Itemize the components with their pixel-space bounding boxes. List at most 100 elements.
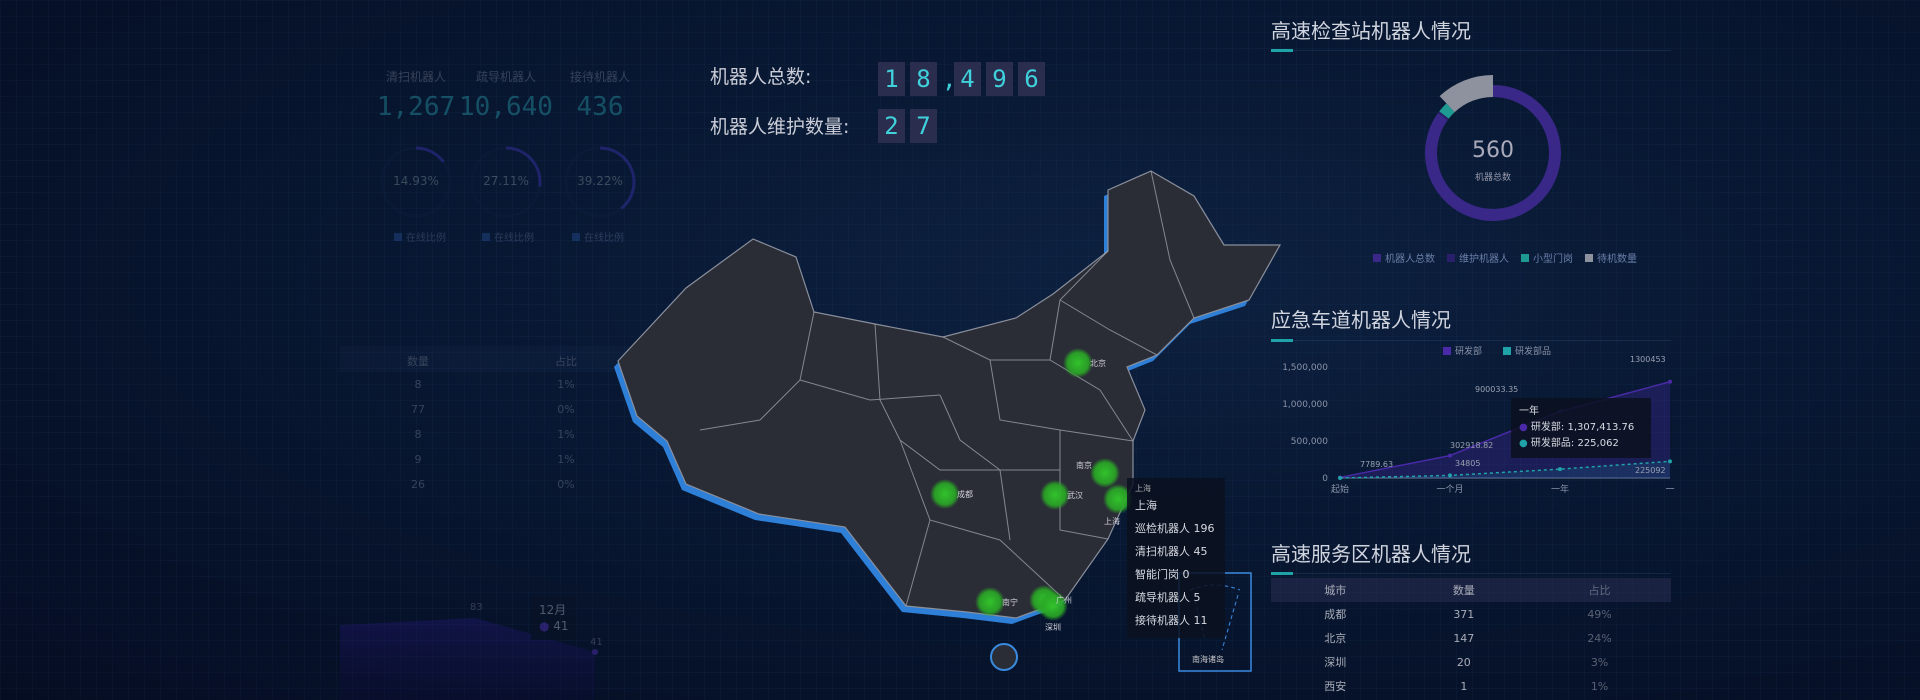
legend-item: 在线比例 <box>394 229 446 244</box>
tooltip-title: 12月 <box>539 603 567 617</box>
divider <box>1271 50 1671 51</box>
legend-item: 在线比例 <box>482 229 534 244</box>
point-label: 41 <box>590 637 603 648</box>
legend-item: 在线比例 <box>572 229 624 244</box>
line-series <box>1339 460 1671 479</box>
legend-label: 在线比例 <box>584 233 624 244</box>
y-tick-label: 1,500,000 <box>1282 363 1328 373</box>
tooltip-header: 上海 <box>1135 484 1151 493</box>
tooltip-text: 研发部品: 225,062 <box>1530 438 1619 449</box>
donut-center-label: 机器总数 <box>1474 173 1511 183</box>
divider <box>1271 573 1671 574</box>
y-tick-label: 0 <box>1322 474 1328 484</box>
table-cell: 1% <box>557 453 575 466</box>
point-label: 1300453 <box>1630 355 1666 364</box>
stat-label: 接待机器人 <box>569 70 630 84</box>
legend-label: 机器人总数 <box>1385 254 1435 265</box>
section-title-service: 高速服务区机器人情况 <box>1271 542 1471 566</box>
gauge-track <box>380 146 452 218</box>
table-row[interactable]: 北京 147 24% <box>1271 626 1671 650</box>
table-cell: 8 <box>414 378 422 391</box>
counter-digit: 6 <box>1018 62 1045 96</box>
table-header: 城市 数量 占比 <box>1271 578 1671 602</box>
city-marker[interactable] <box>1103 484 1133 514</box>
tooltip-title: 一年 <box>1519 406 1539 417</box>
area-series <box>1340 461 1670 478</box>
x-tick-label: 一年 <box>1551 483 1569 495</box>
legend-swatch <box>1585 254 1593 262</box>
section-title-checkpoint: 高速检查站机器人情况 <box>1271 19 1471 43</box>
tooltip-value: 41 <box>553 619 569 633</box>
map-tooltip: 上海 上海 巡检机器人 196 清扫机器人 45 智能门岗 0 疏导机器人 5 … <box>1127 478 1225 638</box>
city-marker[interactable] <box>930 479 960 509</box>
legend-swatch <box>1447 254 1455 262</box>
city-label: 武汉 <box>1067 490 1083 500</box>
data-point <box>592 649 598 655</box>
tooltip-line: ● 研发部品: 225,062 <box>1519 438 1619 449</box>
table-cell: 0% <box>557 478 575 491</box>
legend-swatch <box>1443 347 1451 355</box>
city-marker[interactable] <box>1038 591 1068 621</box>
tooltip-line: 接待机器人 11 <box>1135 614 1208 627</box>
stat-value: 436 <box>576 92 624 122</box>
city-marker[interactable] <box>1040 480 1070 510</box>
table-cell: 北京 <box>1324 632 1347 645</box>
city-label: 北京 <box>1090 358 1106 368</box>
city-label: 成都 <box>957 489 973 499</box>
stat-label: 疏导机器人 <box>475 70 536 84</box>
counter-digit: 9 <box>986 62 1013 96</box>
legend-item: 小型门岗 <box>1521 250 1573 265</box>
table-cell: 3% <box>1590 655 1609 669</box>
y-tick-label: 1,000,000 <box>1282 400 1328 410</box>
title-accent <box>1271 49 1293 52</box>
counter-digit: 8 <box>910 62 937 96</box>
table-cell: 20 <box>1456 655 1471 669</box>
table-cell: 8 <box>414 428 422 441</box>
tooltip-line: 清扫机器人 45 <box>1135 545 1208 558</box>
maintenance-label: 机器人维护数量: <box>710 116 850 138</box>
point-label: 83 <box>470 602 483 613</box>
gauges <box>380 146 636 218</box>
legend-label: 维护机器人 <box>1459 254 1509 265</box>
table-row[interactable]: 西安 1 1% <box>1271 674 1671 698</box>
table-cell: 深圳 <box>1324 656 1347 669</box>
city-marker[interactable] <box>1063 348 1093 378</box>
donut-center-value: 560 <box>1472 138 1514 163</box>
donut-chart <box>1425 75 1561 221</box>
province-borders <box>699 170 1195 607</box>
data-point <box>1448 473 1452 478</box>
stat-value: 1,267 <box>376 92 456 122</box>
header-cell: 数量 <box>1452 584 1475 597</box>
x-tick-label: 起始 <box>1331 483 1349 495</box>
table-row[interactable]: 成都 371 49% <box>1271 602 1671 626</box>
tooltip-text: 研发部: 1,307,413.76 <box>1530 422 1635 433</box>
divider <box>1271 340 1671 341</box>
south-sea-islands <box>1189 584 1241 651</box>
y-tick-label: 500,000 <box>1291 437 1328 447</box>
donut-legend: 机器人总数 维护机器人 小型门岗 待机数量 <box>1373 250 1637 265</box>
table-header-cell: 数量 <box>407 355 429 368</box>
legend-label: 小型门岗 <box>1533 254 1573 265</box>
point-label: 302918.82 <box>1450 441 1493 450</box>
tooltip-line: ● 41 <box>539 619 569 633</box>
service-table: 城市 数量 占比 成都 371 49% 北京 147 24% 深圳 20 3% 西安 1 1% <box>1271 578 1671 698</box>
table-cell: 西安 <box>1324 680 1347 693</box>
gauge-text: 39.22% <box>577 174 623 188</box>
table-row[interactable]: 深圳 20 3% <box>1271 650 1671 674</box>
legend-label: 在线比例 <box>494 233 534 244</box>
tooltip-line: ● 研发部: 1,307,413.76 <box>1519 422 1635 433</box>
total-robots-label: 机器人总数: <box>710 66 812 88</box>
stat-value: 10,640 <box>459 92 553 122</box>
data-point <box>1558 467 1562 472</box>
counter-digit: 4 <box>954 62 981 96</box>
point-label: 900033.35 <box>1475 385 1518 394</box>
header-cell: 城市 <box>1324 584 1347 597</box>
city-label: 深圳 <box>1045 622 1061 632</box>
city-marker[interactable] <box>975 587 1005 617</box>
city-marker[interactable] <box>1090 458 1120 488</box>
line-chart-tooltip: 一年 ● 研发部: 1,307,413.76 ● 研发部品: 225,062 <box>1511 398 1651 458</box>
section-title-emergency: 应急车道机器人情况 <box>1271 308 1451 332</box>
donut-segment <box>1439 75 1493 113</box>
title-accent <box>1271 339 1293 342</box>
